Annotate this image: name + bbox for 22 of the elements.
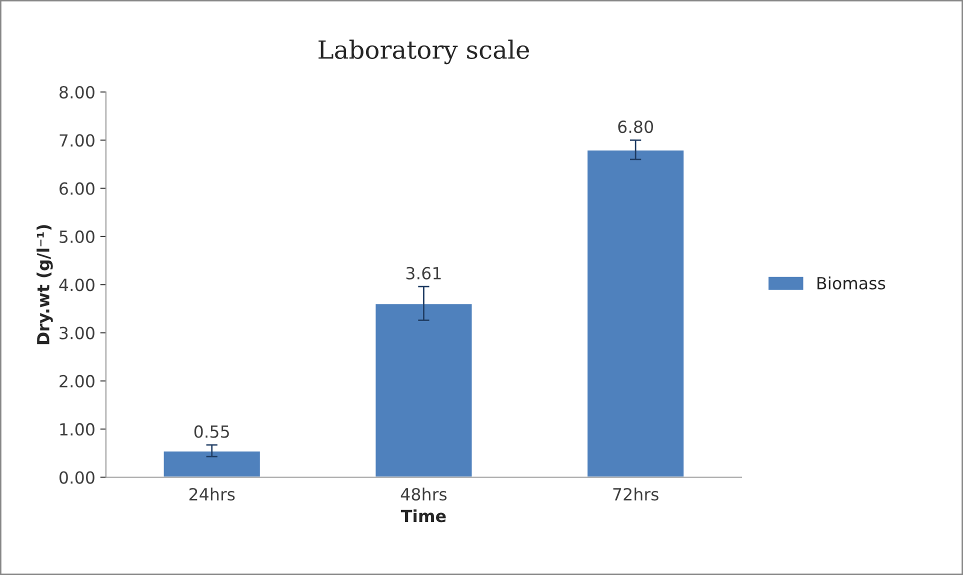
y-tick-label: 0.00 <box>60 471 94 484</box>
y-tick-label: 1.00 <box>60 423 94 436</box>
y-tick-label: 4.00 <box>59 278 94 292</box>
x-axis-title: Time <box>400 509 446 522</box>
data-label: 0.55 <box>194 425 229 438</box>
data-label: 6.80 <box>618 120 654 134</box>
bar <box>162 450 262 478</box>
bar <box>374 302 474 478</box>
x-tick-label: 24hrs <box>189 488 235 501</box>
y-tick-label: 3.00 <box>60 326 94 340</box>
y-axis-title: Dry.wt (g/l⁻¹) <box>36 225 53 344</box>
data-label: 3.61 <box>406 266 441 280</box>
bar <box>586 149 686 478</box>
y-tick-label: 5.00 <box>60 230 94 244</box>
chart-title: Laboratory scale <box>318 40 530 64</box>
y-tick-label: 8.00 <box>60 86 94 99</box>
x-tick-label: 72hrs <box>613 488 658 501</box>
x-tick-label: 48hrs <box>400 488 447 501</box>
y-tick-label: 6.00 <box>60 182 94 195</box>
y-tick-label: 2.00 <box>60 374 94 388</box>
legend-label: Biomass <box>818 276 886 290</box>
y-tick-label: 7.00 <box>60 134 94 147</box>
